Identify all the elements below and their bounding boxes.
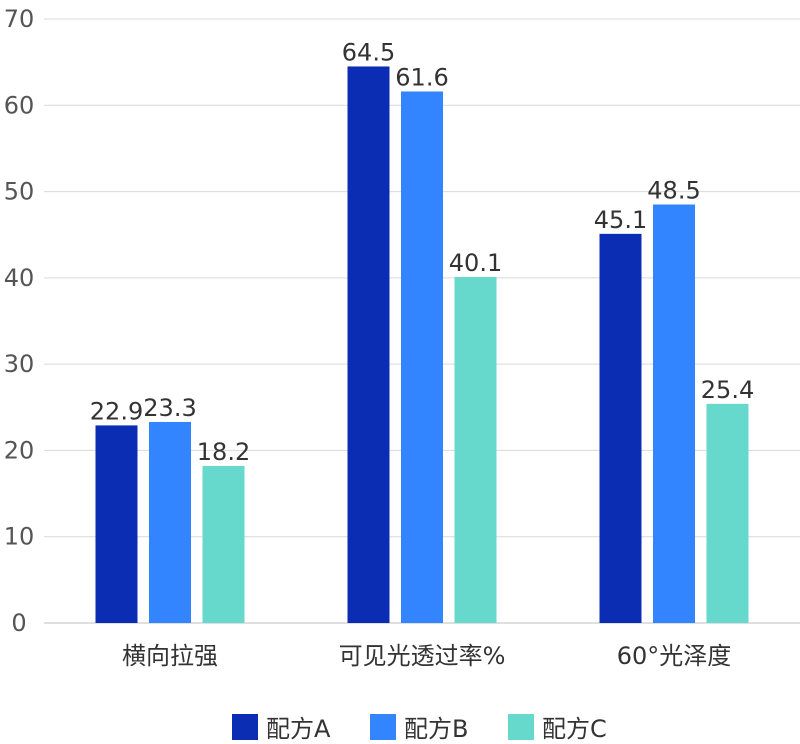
legend-label: 配方C xyxy=(542,715,607,743)
bar-value-label: 45.1 xyxy=(594,206,647,234)
data-labels: 22.9 64.5 45.1 23.3 61.6 48.5 18.2 40.1 25.4 xyxy=(90,38,754,466)
y-tick-label: 10 xyxy=(4,523,35,551)
bar xyxy=(599,233,642,623)
bar-value-label: 25.4 xyxy=(701,376,754,404)
legend-swatch xyxy=(508,714,534,740)
bar-value-label: 64.5 xyxy=(342,38,395,66)
y-tick-label: 50 xyxy=(4,178,35,206)
bar-value-label: 61.6 xyxy=(395,63,448,91)
bar-value-label: 22.9 xyxy=(90,397,143,425)
bar xyxy=(454,276,497,623)
legend-label: 配方B xyxy=(404,715,468,743)
bar-value-label: 40.1 xyxy=(449,249,502,277)
x-category-label: 60°光泽度 xyxy=(617,642,732,670)
bar-value-label: 18.2 xyxy=(197,438,250,466)
x-category-label: 可见光透过率% xyxy=(339,642,506,670)
bar xyxy=(149,421,191,623)
legend-swatch xyxy=(370,714,396,740)
y-tick-label: 0 xyxy=(11,609,26,637)
x-axis-categories: 横向拉强 可见光透过率% 60°光泽度 xyxy=(122,642,731,670)
y-axis-ticks: 0 10 20 30 40 50 60 70 xyxy=(4,5,35,637)
legend-label: 配方A xyxy=(266,715,331,743)
x-category-label: 横向拉强 xyxy=(122,642,218,670)
y-tick-label: 20 xyxy=(4,436,35,464)
bar xyxy=(653,204,695,623)
bar xyxy=(202,465,245,623)
y-tick-label: 60 xyxy=(4,91,35,119)
bar xyxy=(95,425,138,623)
bar xyxy=(347,66,390,623)
bar-value-label: 23.3 xyxy=(143,394,196,422)
legend-swatch xyxy=(232,714,258,740)
legend: 配方A 配方B 配方C xyxy=(232,714,607,743)
y-tick-label: 30 xyxy=(4,350,35,378)
bars xyxy=(95,66,749,624)
y-tick-label: 40 xyxy=(4,264,35,292)
y-tick-label: 70 xyxy=(4,5,35,33)
bar xyxy=(706,403,749,623)
bar xyxy=(401,91,443,624)
bar-value-label: 48.5 xyxy=(647,177,700,205)
